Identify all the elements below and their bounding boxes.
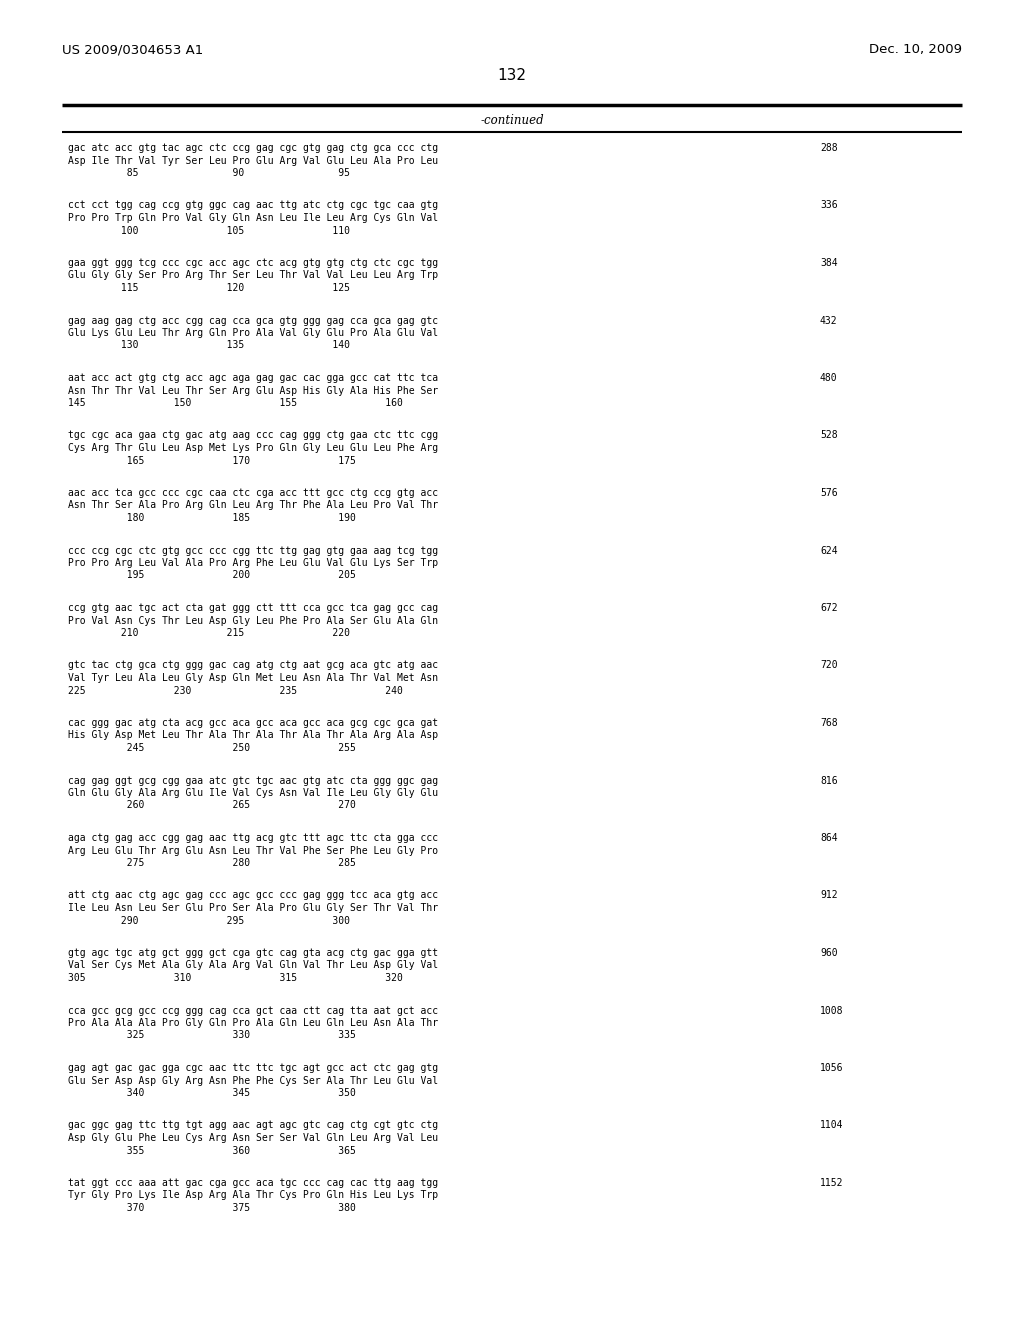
Text: 275               280               285: 275 280 285 [68,858,356,869]
Text: 432: 432 [820,315,838,326]
Text: 370               375               380: 370 375 380 [68,1203,356,1213]
Text: cca gcc gcg gcc ccg ggg cag cca gct caa ctt cag tta aat gct acc: cca gcc gcg gcc ccg ggg cag cca gct caa … [68,1006,438,1015]
Text: gag agt gac gac gga cgc aac ttc ttc tgc agt gcc act ctc gag gtg: gag agt gac gac gga cgc aac ttc ttc tgc … [68,1063,438,1073]
Text: gaa ggt ggg tcg ccc cgc acc agc ctc acg gtg gtg ctg ctc cgc tgg: gaa ggt ggg tcg ccc cgc acc agc ctc acg … [68,257,438,268]
Text: Val Ser Cys Met Ala Gly Ala Arg Val Gln Val Thr Leu Asp Gly Val: Val Ser Cys Met Ala Gly Ala Arg Val Gln … [68,961,438,970]
Text: 624: 624 [820,545,838,556]
Text: Cys Arg Thr Glu Leu Asp Met Lys Pro Gln Gly Leu Glu Leu Phe Arg: Cys Arg Thr Glu Leu Asp Met Lys Pro Gln … [68,444,438,453]
Text: gac ggc gag ttc ttg tgt agg aac agt agc gtc cag ctg cgt gtc ctg: gac ggc gag ttc ttg tgt agg aac agt agc … [68,1121,438,1130]
Text: aga ctg gag acc cgg gag aac ttg acg gtc ttt agc ttc cta gga ccc: aga ctg gag acc cgg gag aac ttg acg gtc … [68,833,438,843]
Text: 720: 720 [820,660,838,671]
Text: tgc cgc aca gaa ctg gac atg aag ccc cag ggg ctg gaa ctc ttc cgg: tgc cgc aca gaa ctg gac atg aag ccc cag … [68,430,438,441]
Text: aat acc act gtg ctg acc agc aga gag gac cac gga gcc cat ttc tca: aat acc act gtg ctg acc agc aga gag gac … [68,374,438,383]
Text: Asp Gly Glu Phe Leu Cys Arg Asn Ser Ser Val Gln Leu Arg Val Leu: Asp Gly Glu Phe Leu Cys Arg Asn Ser Ser … [68,1133,438,1143]
Text: Pro Ala Ala Ala Pro Gly Gln Pro Ala Gln Leu Gln Leu Asn Ala Thr: Pro Ala Ala Ala Pro Gly Gln Pro Ala Gln … [68,1018,438,1028]
Text: 325               330               335: 325 330 335 [68,1031,356,1040]
Text: 1008: 1008 [820,1006,844,1015]
Text: 1056: 1056 [820,1063,844,1073]
Text: 340               345               350: 340 345 350 [68,1088,356,1098]
Text: 480: 480 [820,374,838,383]
Text: aac acc tca gcc ccc cgc caa ctc cga acc ttt gcc ctg ccg gtg acc: aac acc tca gcc ccc cgc caa ctc cga acc … [68,488,438,498]
Text: Pro Pro Trp Gln Pro Val Gly Gln Asn Leu Ile Leu Arg Cys Gln Val: Pro Pro Trp Gln Pro Val Gly Gln Asn Leu … [68,213,438,223]
Text: 816: 816 [820,776,838,785]
Text: Val Tyr Leu Ala Leu Gly Asp Gln Met Leu Asn Ala Thr Val Met Asn: Val Tyr Leu Ala Leu Gly Asp Gln Met Leu … [68,673,438,682]
Text: gtc tac ctg gca ctg ggg gac cag atg ctg aat gcg aca gtc atg aac: gtc tac ctg gca ctg ggg gac cag atg ctg … [68,660,438,671]
Text: Pro Val Asn Cys Thr Leu Asp Gly Leu Phe Pro Ala Ser Glu Ala Gln: Pro Val Asn Cys Thr Leu Asp Gly Leu Phe … [68,615,438,626]
Text: 864: 864 [820,833,838,843]
Text: 912: 912 [820,891,838,900]
Text: 225               230               235               240: 225 230 235 240 [68,685,402,696]
Text: 260               265               270: 260 265 270 [68,800,356,810]
Text: 195               200               205: 195 200 205 [68,570,356,581]
Text: 1152: 1152 [820,1177,844,1188]
Text: cac ggg gac atg cta acg gcc aca gcc aca gcc aca gcg cgc gca gat: cac ggg gac atg cta acg gcc aca gcc aca … [68,718,438,729]
Text: His Gly Asp Met Leu Thr Ala Thr Ala Thr Ala Thr Ala Arg Ala Asp: His Gly Asp Met Leu Thr Ala Thr Ala Thr … [68,730,438,741]
Text: 100               105               110: 100 105 110 [68,226,350,235]
Text: Dec. 10, 2009: Dec. 10, 2009 [869,44,962,57]
Text: gag aag gag ctg acc cgg cag cca gca gtg ggg gag cca gca gag gtc: gag aag gag ctg acc cgg cag cca gca gtg … [68,315,438,326]
Text: 180               185               190: 180 185 190 [68,513,356,523]
Text: 336: 336 [820,201,838,210]
Text: Ile Leu Asn Leu Ser Glu Pro Ser Ala Pro Glu Gly Ser Thr Val Thr: Ile Leu Asn Leu Ser Glu Pro Ser Ala Pro … [68,903,438,913]
Text: 165               170               175: 165 170 175 [68,455,356,466]
Text: Glu Gly Gly Ser Pro Arg Thr Ser Leu Thr Val Val Leu Leu Arg Trp: Glu Gly Gly Ser Pro Arg Thr Ser Leu Thr … [68,271,438,281]
Text: Pro Pro Arg Leu Val Ala Pro Arg Phe Leu Glu Val Glu Lys Ser Trp: Pro Pro Arg Leu Val Ala Pro Arg Phe Leu … [68,558,438,568]
Text: 672: 672 [820,603,838,612]
Text: 288: 288 [820,143,838,153]
Text: Asn Thr Ser Ala Pro Arg Gln Leu Arg Thr Phe Ala Leu Pro Val Thr: Asn Thr Ser Ala Pro Arg Gln Leu Arg Thr … [68,500,438,511]
Text: ccg gtg aac tgc act cta gat ggg ctt ttt cca gcc tca gag gcc cag: ccg gtg aac tgc act cta gat ggg ctt ttt … [68,603,438,612]
Text: 130               135               140: 130 135 140 [68,341,350,351]
Text: 132: 132 [498,69,526,83]
Text: Asn Thr Thr Val Leu Thr Ser Arg Glu Asp His Gly Ala His Phe Ser: Asn Thr Thr Val Leu Thr Ser Arg Glu Asp … [68,385,438,396]
Text: 960: 960 [820,948,838,958]
Text: 305               310               315               320: 305 310 315 320 [68,973,402,983]
Text: 290               295               300: 290 295 300 [68,916,350,925]
Text: Gln Glu Gly Ala Arg Glu Ile Val Cys Asn Val Ile Leu Gly Gly Glu: Gln Glu Gly Ala Arg Glu Ile Val Cys Asn … [68,788,438,799]
Text: 85                90                95: 85 90 95 [68,168,350,178]
Text: 1104: 1104 [820,1121,844,1130]
Text: gac atc acc gtg tac agc ctc ccg gag cgc gtg gag ctg gca ccc ctg: gac atc acc gtg tac agc ctc ccg gag cgc … [68,143,438,153]
Text: Glu Ser Asp Asp Gly Arg Asn Phe Phe Cys Ser Ala Thr Leu Glu Val: Glu Ser Asp Asp Gly Arg Asn Phe Phe Cys … [68,1076,438,1085]
Text: 576: 576 [820,488,838,498]
Text: gtg agc tgc atg gct ggg gct cga gtc cag gta acg ctg gac gga gtt: gtg agc tgc atg gct ggg gct cga gtc cag … [68,948,438,958]
Text: 768: 768 [820,718,838,729]
Text: Arg Leu Glu Thr Arg Glu Asn Leu Thr Val Phe Ser Phe Leu Gly Pro: Arg Leu Glu Thr Arg Glu Asn Leu Thr Val … [68,846,438,855]
Text: 355               360               365: 355 360 365 [68,1146,356,1155]
Text: tat ggt ccc aaa att gac cga gcc aca tgc ccc cag cac ttg aag tgg: tat ggt ccc aaa att gac cga gcc aca tgc … [68,1177,438,1188]
Text: 210               215               220: 210 215 220 [68,628,350,638]
Text: 245               250               255: 245 250 255 [68,743,356,752]
Text: 115               120               125: 115 120 125 [68,282,350,293]
Text: Tyr Gly Pro Lys Ile Asp Arg Ala Thr Cys Pro Gln His Leu Lys Trp: Tyr Gly Pro Lys Ile Asp Arg Ala Thr Cys … [68,1191,438,1200]
Text: 384: 384 [820,257,838,268]
Text: US 2009/0304653 A1: US 2009/0304653 A1 [62,44,203,57]
Text: att ctg aac ctg agc gag ccc agc gcc ccc gag ggg tcc aca gtg acc: att ctg aac ctg agc gag ccc agc gcc ccc … [68,891,438,900]
Text: ccc ccg cgc ctc gtg gcc ccc cgg ttc ttg gag gtg gaa aag tcg tgg: ccc ccg cgc ctc gtg gcc ccc cgg ttc ttg … [68,545,438,556]
Text: 528: 528 [820,430,838,441]
Text: cct cct tgg cag ccg gtg ggc cag aac ttg atc ctg cgc tgc caa gtg: cct cct tgg cag ccg gtg ggc cag aac ttg … [68,201,438,210]
Text: -continued: -continued [480,114,544,127]
Text: Asp Ile Thr Val Tyr Ser Leu Pro Glu Arg Val Glu Leu Ala Pro Leu: Asp Ile Thr Val Tyr Ser Leu Pro Glu Arg … [68,156,438,165]
Text: Glu Lys Glu Leu Thr Arg Gln Pro Ala Val Gly Glu Pro Ala Glu Val: Glu Lys Glu Leu Thr Arg Gln Pro Ala Val … [68,327,438,338]
Text: 145               150               155               160: 145 150 155 160 [68,399,402,408]
Text: cag gag ggt gcg cgg gaa atc gtc tgc aac gtg atc cta ggg ggc gag: cag gag ggt gcg cgg gaa atc gtc tgc aac … [68,776,438,785]
